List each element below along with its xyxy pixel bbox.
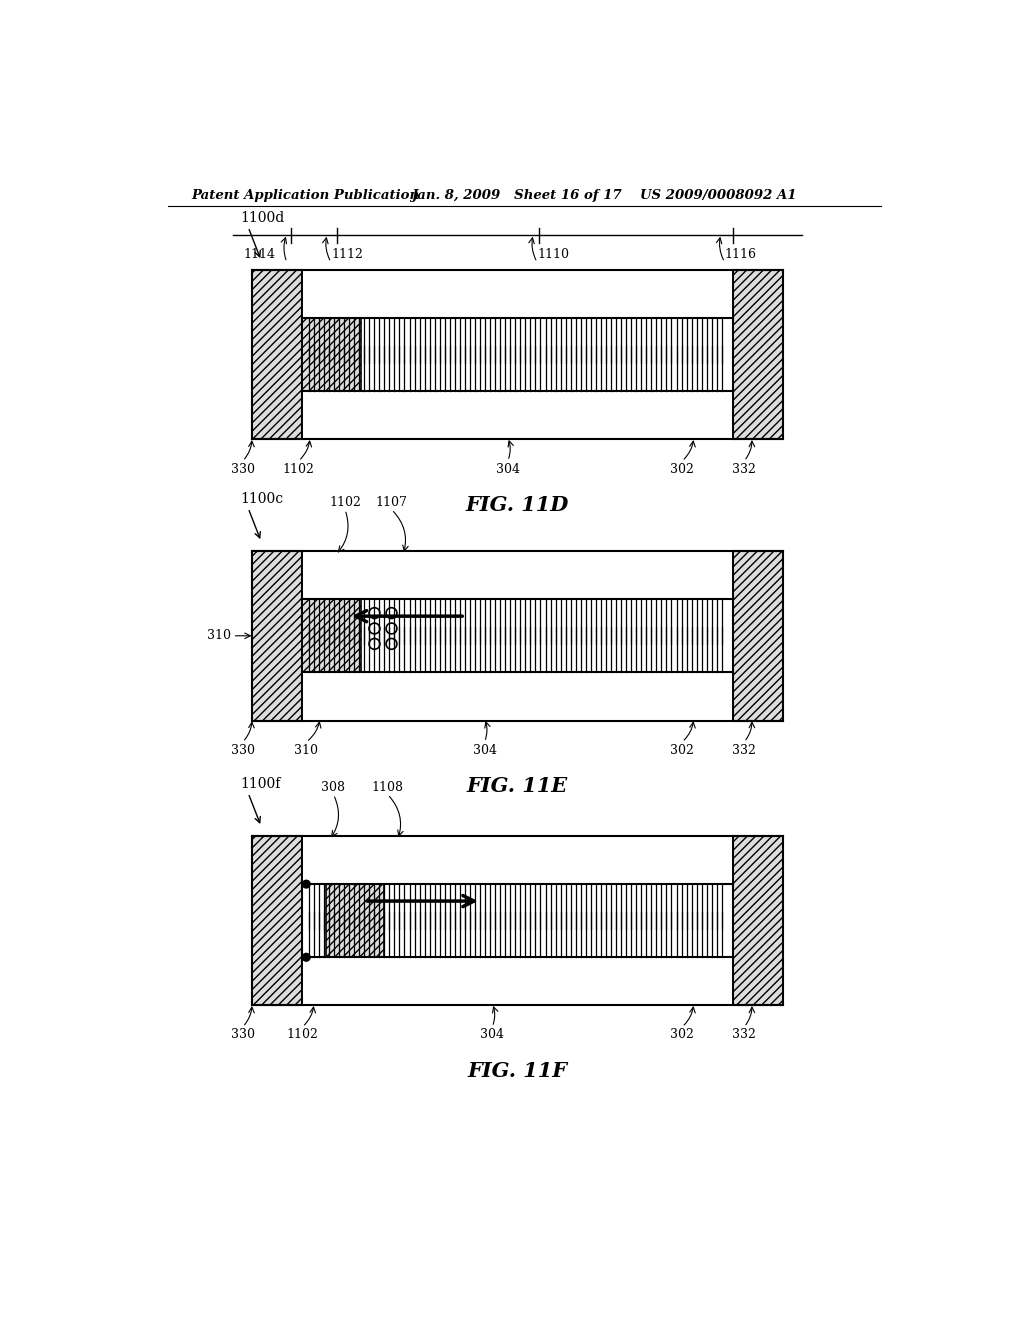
Text: 302: 302 <box>670 743 694 756</box>
Text: 302: 302 <box>670 462 694 475</box>
Text: 1102: 1102 <box>287 1028 318 1041</box>
Text: 1100c: 1100c <box>241 492 284 507</box>
Bar <box>302 672 732 721</box>
Text: 332: 332 <box>732 743 756 756</box>
Text: FIG. 11D: FIG. 11D <box>466 495 569 515</box>
Text: 330: 330 <box>230 743 255 756</box>
Text: 1102: 1102 <box>283 462 314 475</box>
Text: Patent Application Publication: Patent Application Publication <box>191 189 420 202</box>
Text: 1116: 1116 <box>725 248 757 261</box>
Text: 304: 304 <box>472 743 497 756</box>
Text: 310: 310 <box>207 630 231 643</box>
Text: 332: 332 <box>732 1028 756 1041</box>
Text: 1107: 1107 <box>376 496 408 508</box>
Text: FIG. 11E: FIG. 11E <box>467 776 568 796</box>
Text: 330: 330 <box>230 462 255 475</box>
Bar <box>252 552 302 721</box>
Text: US 2009/0008092 A1: US 2009/0008092 A1 <box>640 189 796 202</box>
Bar <box>302 391 732 440</box>
Text: 302: 302 <box>670 1028 694 1041</box>
Text: 1100d: 1100d <box>241 211 285 226</box>
Text: 1110: 1110 <box>538 248 569 261</box>
Text: 332: 332 <box>732 462 756 475</box>
Bar <box>732 836 783 1006</box>
Bar <box>732 271 783 440</box>
Text: 308: 308 <box>322 780 345 793</box>
Text: 1114: 1114 <box>244 248 275 261</box>
Text: 1100f: 1100f <box>241 777 281 792</box>
Bar <box>302 318 360 391</box>
Bar <box>326 884 384 957</box>
Circle shape <box>302 880 310 888</box>
Bar <box>302 836 732 884</box>
Text: 1102: 1102 <box>329 496 360 508</box>
Text: 310: 310 <box>294 743 318 756</box>
Bar <box>732 552 783 721</box>
Bar <box>302 599 360 672</box>
Text: Jan. 8, 2009   Sheet 16 of 17: Jan. 8, 2009 Sheet 16 of 17 <box>411 189 622 202</box>
Bar <box>252 836 302 1006</box>
Text: FIG. 11F: FIG. 11F <box>467 1061 567 1081</box>
Circle shape <box>302 953 310 961</box>
Bar <box>302 957 732 1006</box>
Bar <box>302 552 732 599</box>
Text: 304: 304 <box>496 462 520 475</box>
Text: 1112: 1112 <box>331 248 362 261</box>
Text: 1108: 1108 <box>372 780 403 793</box>
Bar <box>302 271 732 318</box>
Text: 330: 330 <box>230 1028 255 1041</box>
Text: 304: 304 <box>480 1028 504 1041</box>
Bar <box>252 271 302 440</box>
